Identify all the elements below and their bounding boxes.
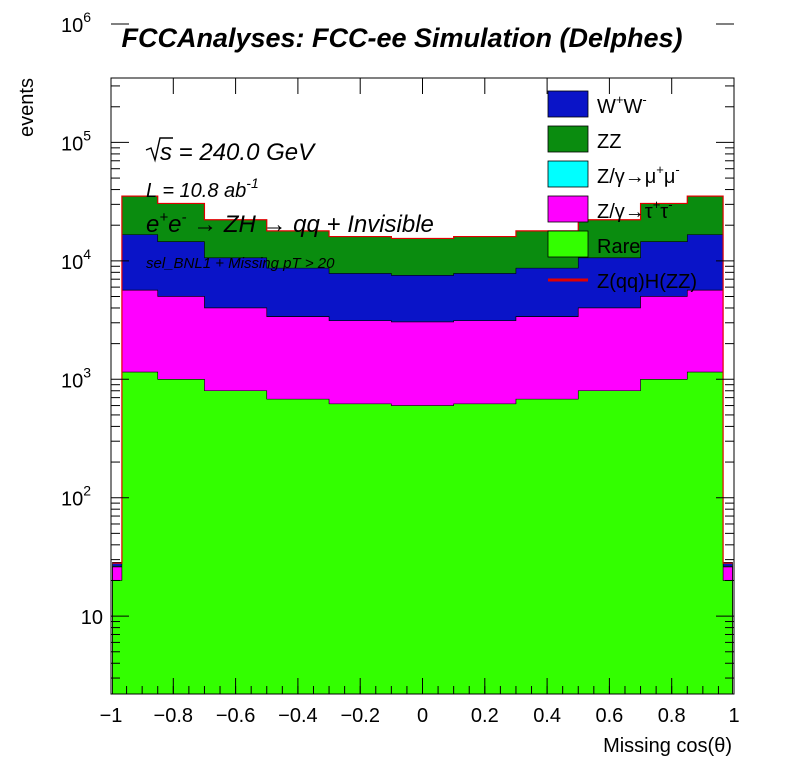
y-axis-label: events — [16, 78, 38, 137]
plot-area: −1 −0.8 −0.6 −0.4 −0.2 0 0.2 0.4 0.6 0.8 1 10 102 103… — [61, 9, 740, 727]
legend-item-ww: W+W- — [547, 90, 647, 118]
x-tick-label: 0.4 — [533, 705, 561, 727]
x-tick-label: −0.6 — [216, 705, 255, 727]
legend-swatch — [547, 230, 589, 258]
sqrt-s-label: s = 240.0 GeV — [160, 139, 316, 166]
series-rare — [112, 371, 733, 695]
legend-swatch — [547, 90, 589, 118]
legend-label: Z/γ→τ+τ- — [597, 197, 673, 223]
sqrt-symbol — [145, 137, 173, 163]
y-tick-label: 104 — [61, 246, 91, 274]
y-tick-label: 102 — [61, 483, 91, 511]
x-tick-label: −0.4 — [278, 705, 317, 727]
legend-item-signal: Z(qq)H(ZZ) — [548, 271, 697, 293]
selection-label: sel_BNL1 + Missing pT > 20 — [146, 255, 335, 272]
x-tick-label: −0.8 — [154, 705, 193, 727]
x-tick-label: −1 — [100, 705, 123, 727]
legend-swatch — [547, 125, 589, 153]
y-tick-label: 103 — [61, 364, 91, 392]
y-tick-label: 105 — [61, 127, 91, 155]
x-tick-label: 1 — [728, 705, 739, 727]
x-tick-label: 0 — [417, 705, 428, 727]
legend-label: Rare — [597, 236, 640, 258]
chart-title: FCCAnalyses: FCC-ee Simulation (Delphes) — [121, 23, 682, 53]
x-axis-label: Missing cos(θ) — [603, 735, 732, 757]
x-tick-label: 0.8 — [658, 705, 686, 727]
legend-item-zmumu: Z/γ→μ+μ- — [547, 160, 680, 188]
legend-label: W+W- — [597, 92, 647, 118]
annotations: s = 240.0 GeV L = 10.8 ab-1 e+e- → ZH → … — [145, 137, 434, 272]
lumi-label: L = 10.8 ab-1 — [146, 175, 259, 202]
legend-item-ztautau: Z/γ→τ+τ- — [547, 195, 673, 223]
x-tick-label: −0.2 — [340, 705, 379, 727]
x-tick-label: 0.6 — [595, 705, 623, 727]
legend-item-rare: Rare — [547, 230, 640, 258]
legend-swatch — [547, 160, 589, 188]
legend-label: Z/γ→μ+μ- — [597, 162, 680, 188]
legend-swatch — [547, 195, 589, 223]
y-tick-label: 106 — [61, 9, 91, 37]
series-signal-line — [112, 195, 733, 564]
x-tick-label: 0.2 — [471, 705, 499, 727]
legend-item-zz: ZZ — [547, 125, 621, 153]
legend-label: ZZ — [597, 131, 621, 153]
legend-label: Z(qq)H(ZZ) — [597, 271, 697, 293]
y-tick-label: 10 — [81, 607, 103, 629]
legend: W+W- ZZ Z/γ→μ+μ- Z/γ→τ+τ- Rare Z(qq)H(ZZ) — [547, 90, 697, 293]
process-label: e+e- → ZH → qq + Invisible — [146, 209, 434, 238]
